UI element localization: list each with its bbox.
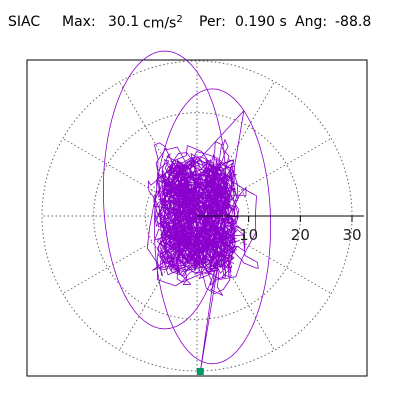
max-label: Max: xyxy=(62,14,96,30)
trace-path xyxy=(103,50,271,372)
angle-label: Ang: xyxy=(295,14,328,30)
max-unit-base: cm/s xyxy=(143,15,177,32)
grid-spoke xyxy=(196,138,332,217)
grid-spoke xyxy=(196,81,275,217)
grid-spoke xyxy=(119,81,198,217)
grid-spoke xyxy=(62,215,198,294)
max-unit: cm/s2 xyxy=(143,14,183,32)
grid-spoke xyxy=(196,215,275,351)
radial-axis: 10 20 30 xyxy=(196,215,364,375)
max-value: 30.1 xyxy=(108,14,140,30)
station-code: SIAC xyxy=(8,14,41,30)
max-unit-exponent: 2 xyxy=(176,14,183,25)
radial-tick-label: 20 xyxy=(291,226,310,244)
plot-frame xyxy=(26,59,368,377)
radial-tick-label: 10 xyxy=(239,226,258,244)
angle-value: -88.8 xyxy=(335,14,372,30)
grid-spoke xyxy=(119,215,198,351)
grid-spoke xyxy=(62,138,198,217)
particle-motion-trace xyxy=(103,50,271,372)
radial-tick-label: 30 xyxy=(342,226,361,244)
grid-spoke xyxy=(196,215,332,294)
max-point-marker xyxy=(196,367,204,375)
chart-header: SIAC Max: 30.1 cm/s2 Per: 0.190 s Ang: -… xyxy=(0,10,400,38)
period-value: 0.190 s xyxy=(235,14,287,30)
period-label: Per: xyxy=(199,14,226,30)
